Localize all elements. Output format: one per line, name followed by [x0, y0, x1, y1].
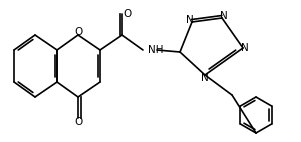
Text: O: O — [74, 27, 82, 37]
Text: N: N — [186, 15, 194, 25]
Text: N: N — [241, 43, 249, 53]
Text: NH: NH — [148, 45, 163, 55]
Text: O: O — [123, 9, 131, 19]
Text: O: O — [74, 117, 82, 127]
Text: N: N — [220, 11, 228, 21]
Text: N: N — [201, 73, 209, 83]
